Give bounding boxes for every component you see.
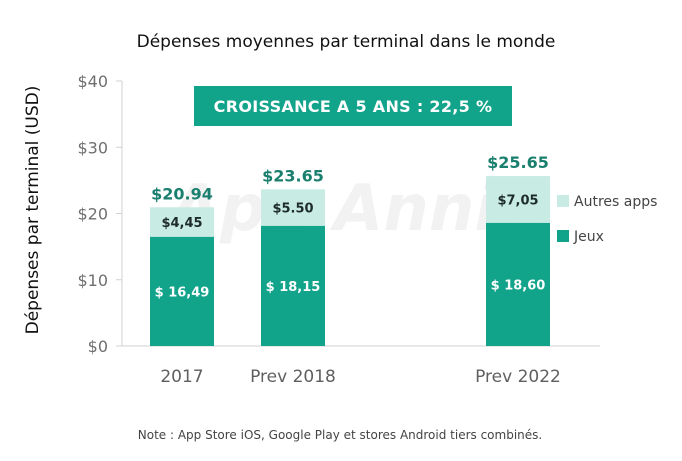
bar-segment-autres-apps	[486, 176, 550, 223]
annotation-box	[194, 86, 512, 126]
bar-segment-jeux	[150, 236, 214, 346]
y-tick-label: $10	[77, 271, 108, 290]
bar-total-label: $20.94	[151, 184, 213, 203]
y-axis-label: Dépenses par terminal (USD)	[23, 86, 43, 335]
segment-value-label: $ 16,49	[155, 285, 210, 300]
bars: $ 16,49 $4,45 $20.94 2017 $ 18,15 $5.50 $23.65…	[150, 153, 561, 387]
chart-title: Dépenses moyennes par terminal dans le m…	[137, 32, 556, 52]
annotation-banner: CROISSANCE A 5 ANS : 22,5 %	[194, 86, 512, 126]
legend-label: Autres apps	[574, 194, 657, 210]
bar-segment-jeux	[261, 225, 325, 346]
x-category-label: 2017	[160, 367, 203, 387]
legend: Autres apps Jeux	[557, 194, 657, 245]
y-axis-ticks: $0 $10 $20 $30 $40	[77, 72, 122, 356]
segment-value-label: $ 18,15	[266, 280, 321, 295]
y-tick-label: $0	[88, 337, 108, 356]
segment-value-label: $ 18,60	[491, 278, 546, 293]
annotation-text: CROISSANCE A 5 ANS : 22,5 %	[214, 97, 493, 116]
bar-segment-autres-apps	[261, 189, 325, 226]
segment-value-label: $5.50	[272, 202, 313, 217]
bar-total-label: $25.65	[487, 153, 549, 172]
x-category-label: Prev 2018	[250, 367, 336, 387]
segment-value-label: $4,45	[161, 216, 202, 231]
y-tick-label: $30	[77, 138, 108, 157]
y-tick-label: $40	[77, 72, 108, 91]
legend-label: Jeux	[573, 229, 604, 245]
legend-swatch-jeux	[557, 230, 569, 242]
watermark: App Annie	[165, 172, 539, 246]
bar-segment-jeux	[486, 222, 550, 346]
footnote: Note : App Store iOS, Google Play et sto…	[138, 428, 542, 442]
segment-value-label: $7,05	[497, 193, 538, 208]
y-tick-label: $20	[77, 205, 108, 224]
x-category-label: Prev 2022	[475, 367, 561, 387]
bar-segment-autres-apps	[150, 207, 214, 237]
legend-swatch-autres-apps	[557, 195, 569, 207]
bar-total-label: $23.65	[262, 166, 324, 185]
